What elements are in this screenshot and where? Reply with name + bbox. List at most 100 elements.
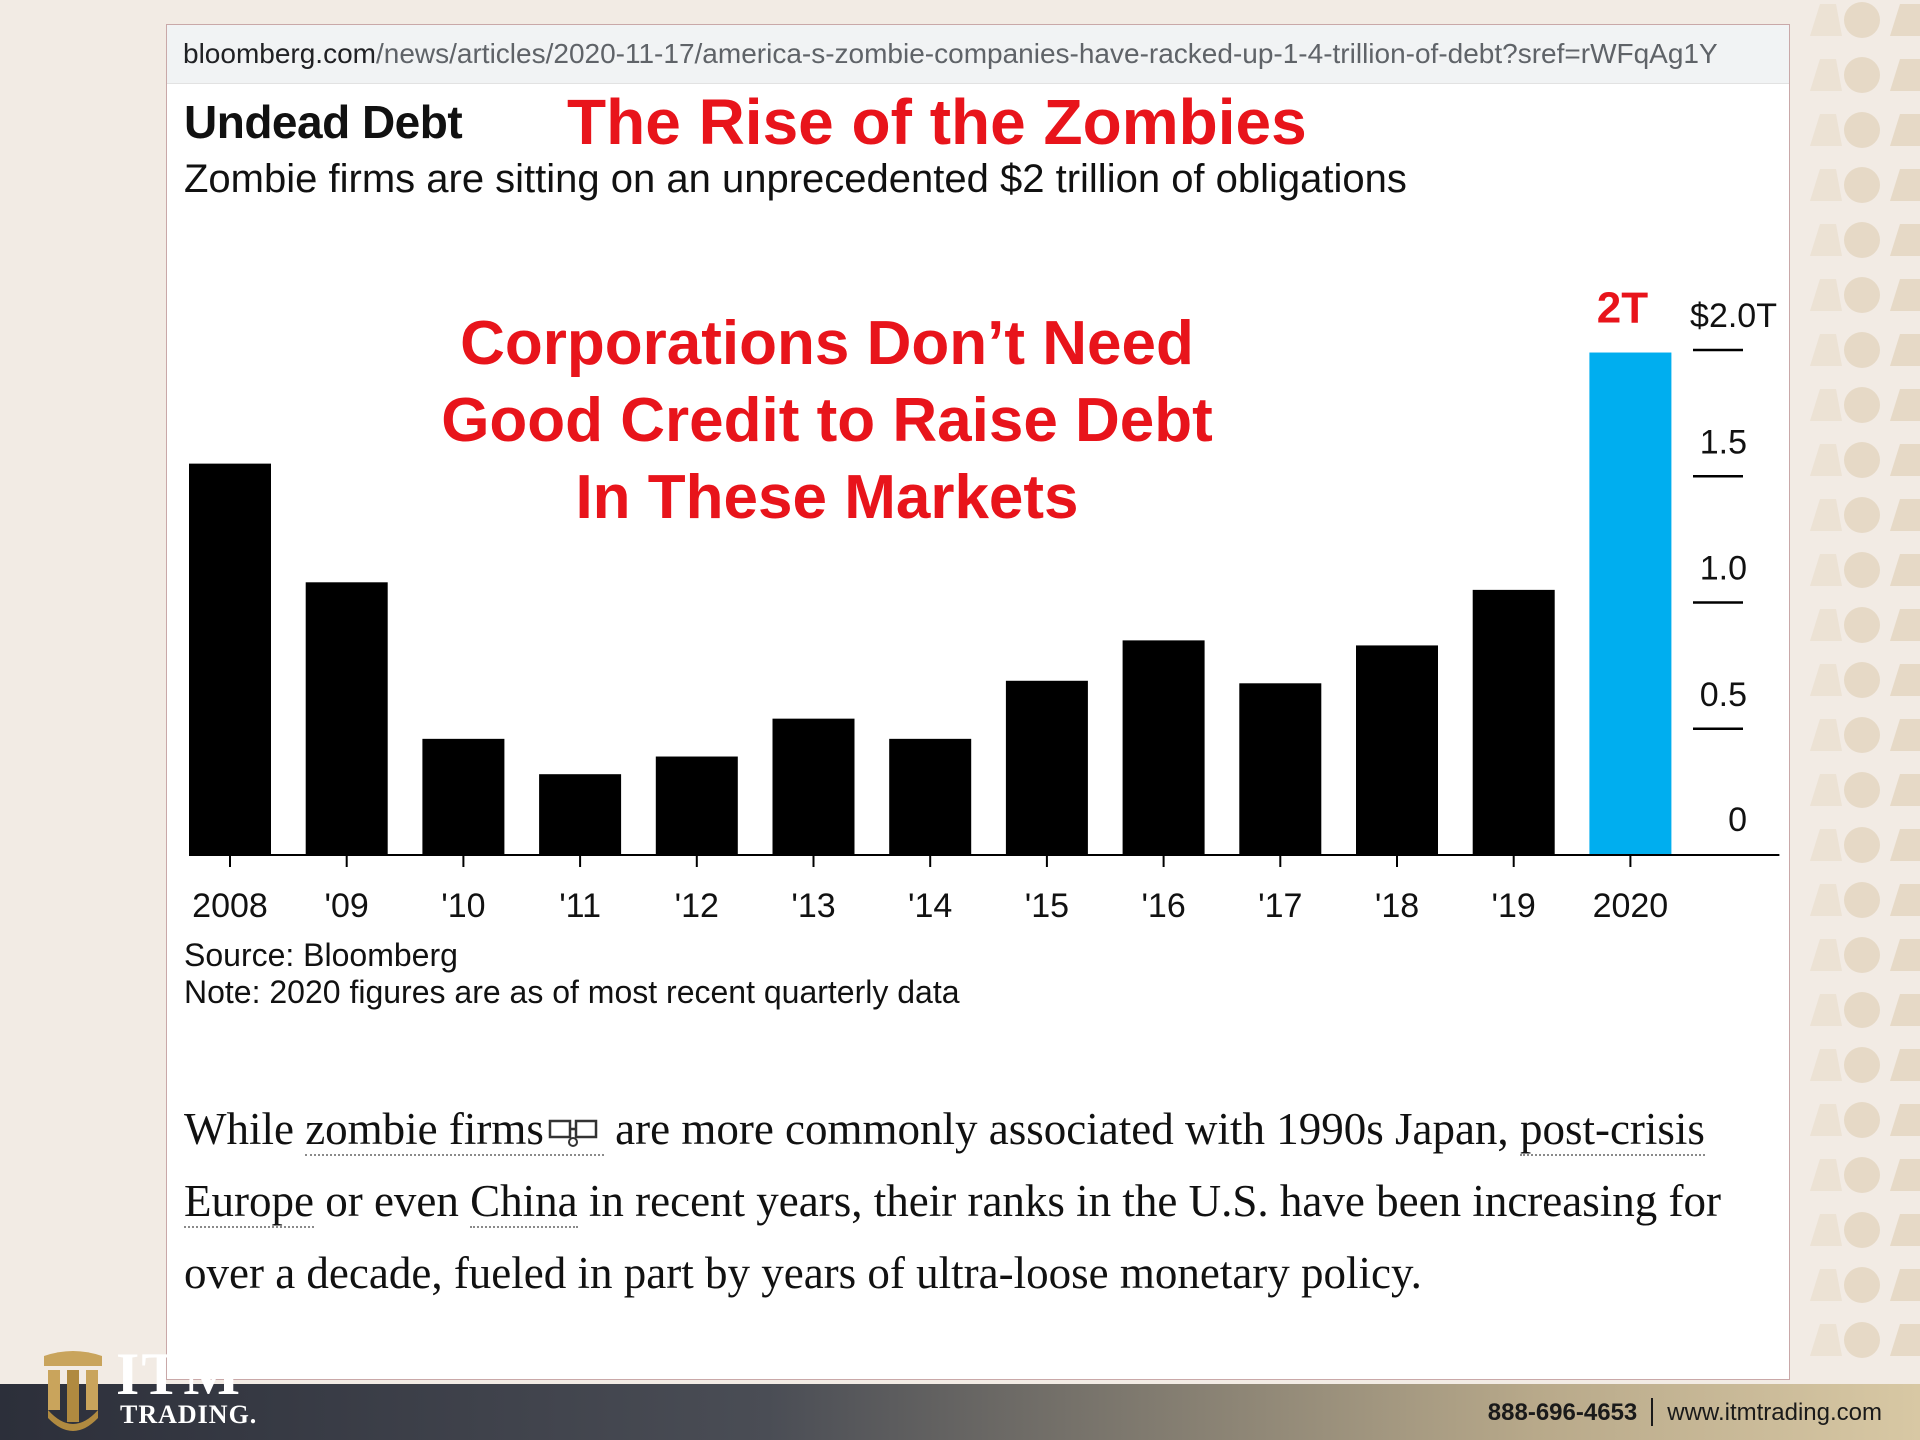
article-text: are more commonly associated with 1990s … [603,1104,1520,1154]
y-tick-label: 0 [1728,801,1747,839]
link-china[interactable]: China [470,1176,578,1228]
pattern-trapezoid [1890,609,1920,641]
address-bar[interactable]: bloomberg.com/news/articles/2020-11-17/a… [167,25,1789,84]
x-tick-label: 2008 [192,887,268,925]
x-tick-label: '10 [441,887,485,925]
pattern-circle [1844,2,1880,38]
pattern-trapezoid [1810,1104,1842,1136]
url-text[interactable]: bloomberg.com/news/articles/2020-11-17/a… [183,38,1718,70]
pattern-circle [1844,937,1880,973]
pattern-trapezoid [1890,224,1920,256]
footer-contact: 888-696-4653 www.itmtrading.com [1488,1398,1882,1427]
bar-15 [1005,680,1088,855]
pattern-circle [1844,1267,1880,1303]
x-tick-label: '15 [1025,887,1069,925]
pattern-trapezoid [1890,59,1920,91]
pillar-logo-icon [44,1351,102,1431]
pattern-circle [1844,222,1880,258]
book-icon [548,1119,598,1147]
pattern-trapezoid [1810,609,1842,641]
chart-title: Undead Debt [184,96,463,148]
pattern-circle [1844,387,1880,423]
x-tick-label: '11 [559,887,601,925]
itm-trading-logo[interactable]: ITM TRADING. [34,1340,274,1440]
pattern-circle [1844,717,1880,753]
pattern-trapezoid [1810,664,1842,696]
pattern-circle [1844,607,1880,643]
y-tick-label: 1.0 [1700,550,1747,588]
x-tick-label: '13 [791,887,835,925]
pattern-circle [1844,57,1880,93]
background-pattern [1810,2,1920,1358]
pattern-trapezoid [1890,829,1920,861]
link-text: zombie firms [305,1104,544,1154]
pattern-trapezoid [1810,829,1842,861]
x-tick-label: '17 [1258,887,1302,925]
pattern-circle [1844,1322,1880,1358]
pattern-trapezoid [1890,4,1920,36]
pattern-trapezoid [1810,59,1842,91]
pattern-circle [1844,1102,1880,1138]
overlay-message-line: Good Credit to Raise Debt [441,386,1213,455]
pattern-trapezoid [1890,1159,1920,1191]
bar-2020 [1589,352,1672,855]
pattern-trapezoid [1810,334,1842,366]
pattern-circle [1844,992,1880,1028]
chart-subtitle: Zombie firms are sitting on an unprecede… [184,157,1407,201]
pattern-trapezoid [1890,939,1920,971]
pattern-trapezoid [1890,884,1920,916]
pattern-trapezoid [1890,664,1920,696]
pattern-trapezoid [1890,994,1920,1026]
pattern-trapezoid [1890,554,1920,586]
source-line: Source: Bloomberg [184,937,458,973]
pattern-circle [1844,772,1880,808]
bar-14 [889,738,972,855]
url-domain: bloomberg.com [183,38,376,69]
pattern-trapezoid [1810,884,1842,916]
pattern-trapezoid [1810,169,1842,201]
pattern-trapezoid [1810,114,1842,146]
x-tick-label: '18 [1375,887,1419,925]
article-paragraph: While zombie firms are more commonly ass… [184,1093,1784,1309]
footer-website[interactable]: www.itmtrading.com [1667,1399,1882,1426]
y-tick-label: $2.0T [1690,297,1777,335]
overlay-message-line: Corporations Don’t Need [460,309,1194,378]
article-text: or even [313,1176,471,1226]
x-tick-label: '16 [1141,887,1185,925]
footer-phone[interactable]: 888-696-4653 [1487,1399,1638,1426]
pattern-trapezoid [1890,389,1920,421]
footer-bar: 888-696-4653 www.itmtrading.com [0,1384,1920,1440]
pattern-circle [1844,827,1880,863]
pattern-circle [1844,1157,1880,1193]
x-tick-label: '14 [908,887,952,925]
pattern-circle [1844,662,1880,698]
x-tick-label: '12 [675,887,719,925]
x-tick-label: 2020 [1593,887,1669,925]
article-screenshot: bloomberg.com/news/articles/2020-11-17/a… [166,24,1790,1380]
pattern-trapezoid [1810,719,1842,751]
y-tick-label: 1.5 [1700,423,1747,461]
pattern-trapezoid [1890,499,1920,531]
pattern-trapezoid [1890,1104,1920,1136]
pattern-circle [1844,112,1880,148]
logo-text: ITM [116,1341,242,1407]
pattern-trapezoid [1890,1269,1920,1301]
pattern-trapezoid [1890,1049,1920,1081]
pattern-trapezoid [1810,1324,1842,1356]
logo-subtext: TRADING. [120,1400,258,1429]
link-zombie-firms[interactable]: zombie firms [305,1104,604,1156]
pattern-trapezoid [1810,554,1842,586]
pattern-circle [1844,442,1880,478]
pattern-trapezoid [1810,939,1842,971]
pattern-trapezoid [1890,719,1920,751]
bar-18 [1356,645,1438,855]
pattern-trapezoid [1890,114,1920,146]
y-tick-label: 0.5 [1700,676,1747,714]
pattern-trapezoid [1810,994,1842,1026]
link-post-crisis-europe[interactable]: post-crisis Europe [184,1104,1705,1228]
overlay-message-line: In These Markets [575,463,1079,532]
pattern-trapezoid [1890,1214,1920,1246]
pattern-trapezoid [1890,444,1920,476]
pattern-trapezoid [1890,1324,1920,1356]
bar-2008 [189,463,271,855]
